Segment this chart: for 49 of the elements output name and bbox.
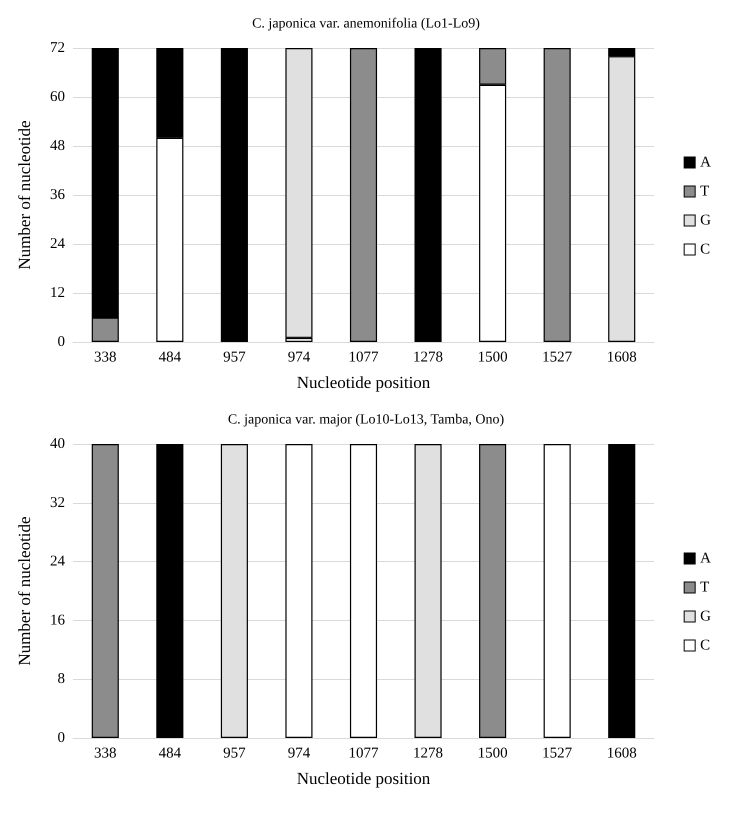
legend-label: T [700, 184, 710, 200]
x-tick-label: 1278 [413, 746, 444, 762]
y-tick-label: 24 [50, 554, 66, 570]
x-tick-label: 974 [288, 350, 311, 366]
x-tick-label: 1527 [542, 746, 573, 762]
y-tick-label: 24 [50, 236, 66, 252]
bar [544, 48, 571, 342]
chart-title: C. japonica var. major (Lo10-Lo13, Tamba, Ono) [228, 412, 505, 428]
y-tick-label: 0 [58, 730, 65, 746]
y-tick-label: 48 [50, 138, 65, 154]
x-tick-label: 338 [94, 350, 117, 366]
legend-label: A [700, 154, 712, 170]
bar [350, 48, 378, 342]
x-tick-label: 484 [158, 746, 182, 762]
y-axis-title: Number of nucleotide [15, 516, 34, 666]
y-tick-label: 16 [50, 612, 66, 628]
y-tick-label: 8 [58, 671, 65, 688]
x-axis-title: Nucleotide position [296, 373, 431, 392]
y-tick-label: 60 [50, 89, 65, 105]
y-tick-label: 12 [50, 285, 65, 301]
x-tick-label: 484 [158, 350, 182, 366]
y-tick-label: 32 [50, 494, 65, 511]
legend-label: A [700, 550, 712, 566]
x-tick-label: 1077 [348, 350, 379, 366]
x-tick-label: 957 [223, 350, 246, 366]
legend-label: G [700, 608, 712, 624]
legend-label: C [700, 242, 710, 258]
x-tick-label: 1500 [478, 746, 508, 762]
y-tick-label: 72 [50, 40, 65, 56]
x-tick-label: 1608 [606, 350, 637, 366]
legend-label: G [700, 212, 712, 228]
y-tick-label: 36 [50, 187, 66, 203]
legend-label: C [700, 638, 710, 654]
x-tick-label: 1077 [348, 746, 379, 762]
x-tick-label: 1500 [478, 350, 508, 366]
x-tick-label: 957 [223, 746, 246, 762]
x-tick-label: 338 [94, 746, 117, 762]
x-tick-label: 974 [288, 746, 311, 762]
y-tick-label: 0 [58, 334, 65, 350]
x-axis-title: Nucleotide position [296, 769, 431, 788]
x-tick-label: 1527 [542, 350, 573, 366]
bar [414, 48, 442, 342]
x-tick-label: 1278 [413, 350, 444, 366]
legend-label: T [700, 580, 710, 596]
bar [220, 48, 248, 342]
y-axis-title: Number of nucleotide [15, 120, 34, 270]
y-tick-label: 40 [50, 436, 65, 452]
chart-title: C. japonica var. anemonifolia (Lo1-Lo9) [252, 16, 480, 32]
x-tick-label: 1608 [606, 746, 637, 762]
